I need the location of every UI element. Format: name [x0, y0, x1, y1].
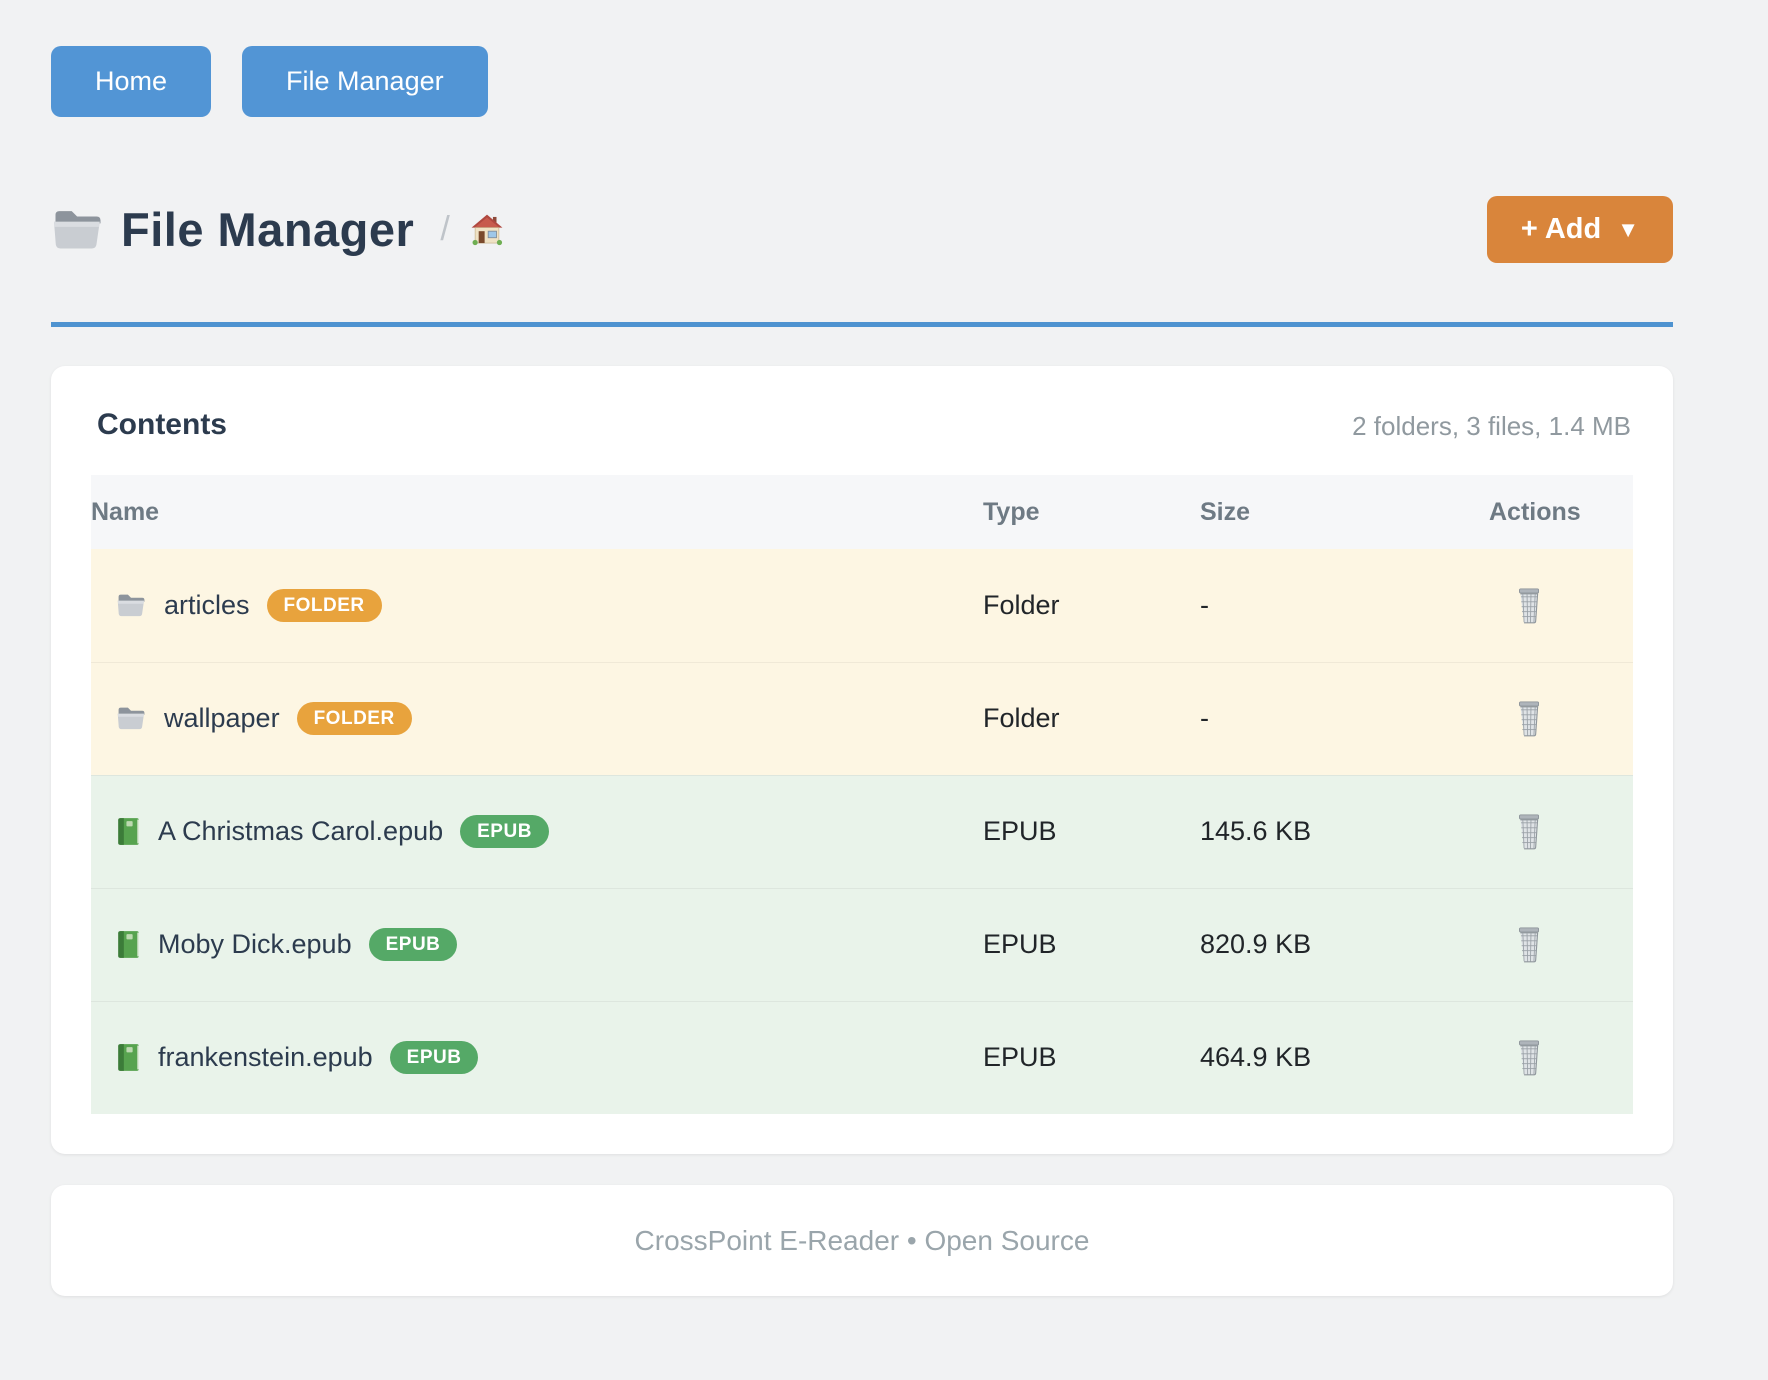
name-cell[interactable]: wallpaper FOLDER — [91, 702, 983, 735]
column-header-actions: Actions — [1489, 497, 1581, 526]
trash-icon — [1514, 926, 1544, 963]
trash-icon — [1514, 1039, 1544, 1076]
table-row: wallpaper FOLDER Folder - — [91, 662, 1633, 775]
name-cell[interactable]: articles FOLDER — [91, 589, 983, 622]
cell-type: EPUB — [983, 816, 1057, 846]
type-badge: FOLDER — [296, 702, 412, 735]
file-name: A Christmas Carol.epub — [158, 816, 444, 846]
cell-size: 145.6 KB — [1200, 816, 1312, 846]
column-header-name: Name — [91, 497, 160, 526]
folder-icon — [116, 705, 147, 732]
actions-cell — [1489, 587, 1633, 624]
cell-size: - — [1200, 590, 1209, 620]
delete-button[interactable] — [1514, 813, 1544, 850]
actions-cell — [1489, 1039, 1633, 1076]
title-group: File Manager / — [51, 202, 506, 257]
nav-button-home[interactable]: Home — [51, 46, 212, 117]
actions-cell — [1489, 813, 1633, 850]
name-cell[interactable]: frankenstein.epub EPUB — [91, 1041, 983, 1074]
column-header-size: Size — [1200, 497, 1251, 526]
book-icon — [116, 816, 141, 847]
actions-cell — [1489, 926, 1633, 963]
cell-size: - — [1200, 703, 1209, 733]
delete-button[interactable] — [1514, 1039, 1544, 1076]
name-cell[interactable]: Moby Dick.epub EPUB — [91, 928, 983, 961]
contents-card: Contents 2 folders, 3 files, 1.4 MB Name… — [51, 366, 1673, 1154]
name-cell[interactable]: A Christmas Carol.epub EPUB — [91, 815, 983, 848]
nav-button-file-manager[interactable]: File Manager — [242, 46, 488, 117]
page-header: File Manager / + Add ▼ — [51, 196, 1673, 263]
delete-button[interactable] — [1514, 700, 1544, 737]
table-row: A Christmas Carol.epub EPUB EPUB 145.6 K… — [91, 775, 1633, 888]
table-body: articles FOLDER Folder - — [91, 549, 1633, 1114]
cell-type: EPUB — [983, 1042, 1057, 1072]
folder-icon — [116, 592, 147, 619]
caret-down-icon: ▼ — [1617, 216, 1639, 242]
table-row: Moby Dick.epub EPUB EPUB 820.9 KB — [91, 888, 1633, 1001]
add-button[interactable]: + Add ▼ — [1486, 196, 1673, 263]
folder-icon — [51, 207, 105, 253]
file-name: Moby Dick.epub — [158, 929, 352, 959]
top-nav: Home File Manager — [51, 46, 1673, 117]
table-header: Name Type Size Actions — [91, 475, 1633, 549]
book-icon — [116, 929, 141, 960]
contents-summary: 2 folders, 3 files, 1.4 MB — [1352, 411, 1631, 441]
type-badge: EPUB — [368, 928, 458, 961]
cell-size: 820.9 KB — [1200, 929, 1312, 959]
add-button-label: + Add — [1520, 213, 1602, 245]
trash-icon — [1514, 700, 1544, 737]
house-icon[interactable] — [468, 211, 506, 249]
page-title: File Manager — [121, 203, 415, 256]
contents-card-header: Contents 2 folders, 3 files, 1.4 MB — [91, 408, 1633, 442]
footer-text: CrossPoint E-Reader • Open Source — [634, 1224, 1090, 1256]
table-row: frankenstein.epub EPUB EPUB 464.9 KB — [91, 1001, 1633, 1114]
delete-button[interactable] — [1514, 587, 1544, 624]
table-row: articles FOLDER Folder - — [91, 549, 1633, 662]
actions-cell — [1489, 700, 1633, 737]
header-divider — [51, 322, 1673, 327]
trash-icon — [1514, 587, 1544, 624]
files-table: Name Type Size Actions — [91, 475, 1633, 1114]
column-header-type: Type — [983, 497, 1040, 526]
type-badge: EPUB — [389, 1041, 479, 1074]
delete-button[interactable] — [1514, 926, 1544, 963]
trash-icon — [1514, 813, 1544, 850]
contents-heading: Contents — [97, 408, 227, 441]
file-name: frankenstein.epub — [158, 1042, 373, 1072]
file-name: articles — [164, 590, 250, 620]
cell-size: 464.9 KB — [1200, 1042, 1312, 1072]
book-icon — [116, 1042, 141, 1073]
cell-type: EPUB — [983, 929, 1057, 959]
breadcrumb-separator: / — [440, 210, 450, 248]
type-badge: EPUB — [460, 815, 549, 848]
type-badge: FOLDER — [266, 589, 382, 622]
cell-type: Folder — [983, 703, 1060, 733]
cell-type: Folder — [983, 590, 1060, 620]
footer-card: CrossPoint E-Reader • Open Source — [51, 1185, 1673, 1296]
file-name: wallpaper — [164, 703, 280, 733]
